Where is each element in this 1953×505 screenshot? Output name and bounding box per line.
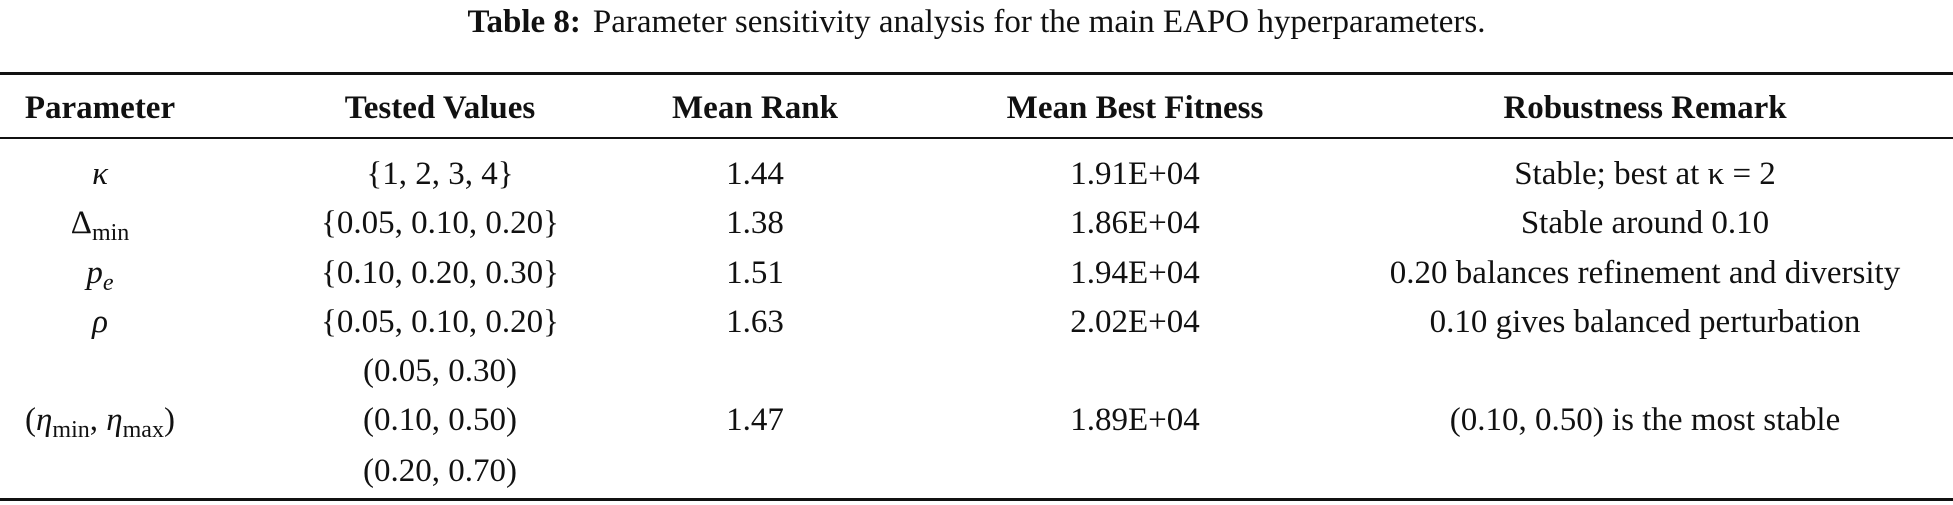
param-eta-range: (ηmin, ηmax): [0, 400, 200, 443]
tested-values-eta-2: (0.10, 0.50): [363, 402, 517, 438]
mean-rank-eta: 1.47: [726, 402, 784, 438]
param-subscript: e: [102, 270, 114, 296]
mean-rank-rho: 1.63: [726, 304, 784, 340]
mean-best-fitness-p-e: 1.94E+04: [1070, 255, 1200, 291]
caption-label: Table 8:: [467, 4, 581, 40]
param-comma: ,: [89, 402, 107, 438]
param-kappa: κ: [0, 154, 200, 194]
tested-values-eta-3: (0.20, 0.70): [363, 453, 517, 489]
remark-delta-min: Stable around 0.10: [1520, 205, 1770, 241]
param-subscript: min: [91, 220, 130, 246]
remark-p-e: 0.20 balances refinement and diversity: [1389, 255, 1901, 291]
top-rule: [0, 72, 1953, 75]
param-symbol: κ: [92, 156, 108, 192]
tested-values-p-e: {0.10, 0.20, 0.30}: [321, 255, 559, 291]
remark-rho: 0.10 gives balanced perturbation: [1429, 304, 1861, 340]
mean-best-fitness-kappa: 1.91E+04: [1070, 156, 1200, 192]
mean-best-fitness-delta-min: 1.86E+04: [1070, 205, 1200, 241]
param-symbol: p: [86, 255, 103, 291]
param-subscript: max: [122, 417, 164, 443]
mean-rank-kappa: 1.44: [726, 156, 784, 192]
mean-rank-delta-min: 1.38: [726, 205, 784, 241]
param-close-paren: ): [163, 402, 175, 438]
header-parameter: Parameter: [24, 90, 176, 126]
param-symbol: Δ: [70, 205, 92, 241]
table-caption: Table 8: Parameter sensitivity analysis f…: [0, 2, 1953, 42]
tested-values-eta-1: (0.05, 0.30): [363, 353, 517, 389]
remark-eta: (0.10, 0.50) is the most stable: [1449, 402, 1841, 438]
tested-values-delta-min: {0.05, 0.10, 0.20}: [321, 205, 559, 241]
param-rho: ρ: [0, 302, 200, 342]
tested-values-rho: {0.05, 0.10, 0.20}: [321, 304, 559, 340]
bottom-rule: [0, 498, 1953, 501]
param-subscript: min: [52, 417, 90, 443]
caption-text: Parameter sensitivity analysis for the m…: [592, 4, 1486, 40]
header-robustness-remark: Robustness Remark: [1503, 90, 1787, 126]
param-delta-min: Δmin: [0, 203, 200, 246]
mean-rank-p-e: 1.51: [726, 255, 784, 291]
param-p-e: pe: [0, 253, 200, 296]
tested-values-kappa: {1, 2, 3, 4}: [366, 156, 514, 192]
mean-best-fitness-eta: 1.89E+04: [1070, 402, 1200, 438]
remark-kappa: Stable; best at κ = 2: [1514, 156, 1776, 192]
header-mean-rank: Mean Rank: [672, 90, 838, 126]
header-tested-values: Tested Values: [344, 90, 536, 126]
param-symbol: η: [36, 402, 53, 438]
param-symbol: ρ: [92, 304, 108, 340]
param-open-paren: (: [25, 402, 37, 438]
header-rule: [0, 137, 1953, 139]
header-mean-best-fitness: Mean Best Fitness: [1006, 90, 1264, 126]
param-symbol: η: [106, 402, 123, 438]
mean-best-fitness-rho: 2.02E+04: [1070, 304, 1200, 340]
